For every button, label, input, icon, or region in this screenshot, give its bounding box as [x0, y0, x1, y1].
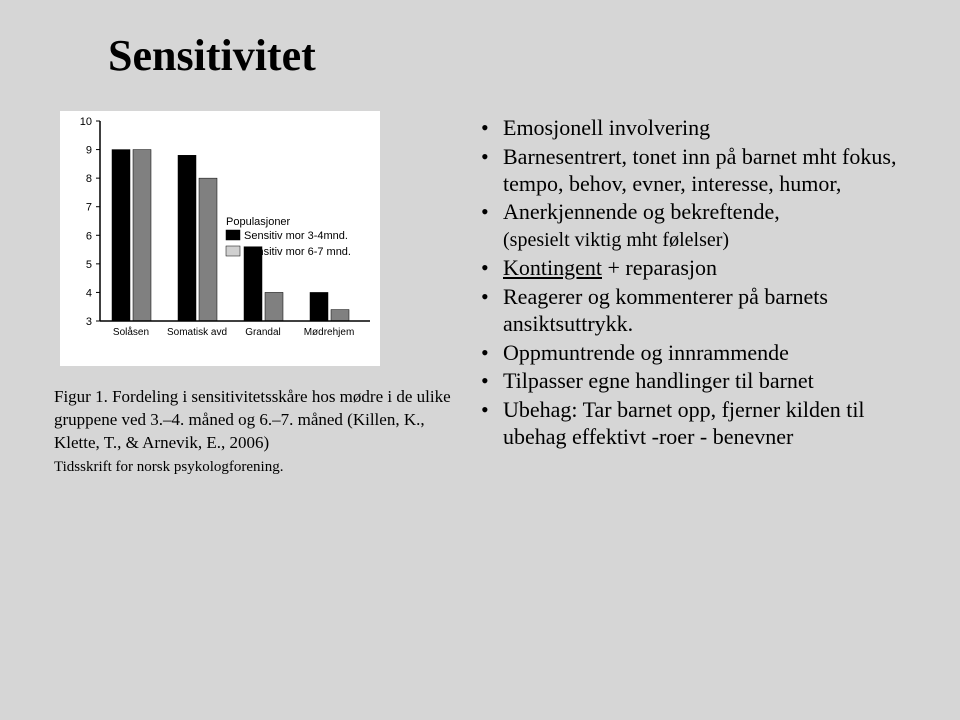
- svg-text:6: 6: [86, 230, 92, 242]
- svg-text:Somatisk avd: Somatisk avd: [167, 327, 227, 338]
- left-column: 3 4 5 6 7 8 9 10 Solåsen Somatisk avd Grandal Mødre…: [50, 111, 465, 478]
- bullet-item: Reagerer og kommenterer på barnets ansik…: [477, 284, 910, 338]
- bullet-item: Ubehag: Tar barnet opp, fjerner kilden t…: [477, 397, 910, 451]
- svg-text:Mødrehjem: Mødrehjem: [304, 327, 355, 338]
- slide: Sensitivitet 3 4 5 6 7 8 9 10 Solåsen Somatisk av…: [0, 0, 960, 720]
- content-row: 3 4 5 6 7 8 9 10 Solåsen Somatisk avd Grandal Mødre…: [50, 111, 910, 478]
- svg-text:Solåsen: Solåsen: [113, 326, 149, 338]
- svg-text:Sensitiv mor 3-4mnd.: Sensitiv mor 3-4mnd.: [244, 230, 348, 242]
- svg-text:8: 8: [86, 173, 92, 185]
- bullet-text: + reparasjon: [602, 255, 717, 280]
- caption-line-2: gruppene ved 3.–4. måned og 6.–7. måned …: [54, 410, 425, 429]
- bullet-item: Emosjonell involvering: [477, 115, 910, 142]
- svg-text:9: 9: [86, 145, 92, 157]
- bullet-item: Kontingent + reparasjon: [477, 255, 910, 282]
- caption-line-1: Figur 1. Fordeling i sensitivitetsskåre …: [54, 387, 451, 406]
- bullet-item: Tilpasser egne handlinger til barnet: [477, 368, 910, 395]
- caption-line-3: Klette, T., & Arnevik, E., 2006): [54, 433, 269, 452]
- bullet-item: Oppmuntrende og innrammende: [477, 340, 910, 367]
- bullet-list: Emosjonell involvering Barnesentrert, to…: [477, 115, 910, 451]
- bullet-item: Anerkjennende og bekreftende, (spesielt …: [477, 199, 910, 253]
- svg-text:10: 10: [80, 117, 92, 128]
- svg-text:5: 5: [86, 259, 92, 271]
- bullet-item: Barnesentrert, tonet inn på barnet mht f…: [477, 144, 910, 198]
- caption-line-4: Tidsskrift for norsk psykologforening.: [54, 459, 283, 475]
- bullet-subtext: (spesielt viktig mht følelser): [503, 229, 729, 251]
- svg-text:3: 3: [86, 316, 92, 328]
- page-title: Sensitivitet: [108, 30, 910, 81]
- bullet-text: Anerkjennende og bekreftende,: [503, 199, 780, 224]
- svg-text:Sensitiv mor 6-7 mnd.: Sensitiv mor 6-7 mnd.: [244, 246, 351, 258]
- svg-text:7: 7: [86, 202, 92, 214]
- sensitivity-bar-chart: 3 4 5 6 7 8 9 10 Solåsen Somatisk avd Grandal Mødre…: [66, 117, 374, 362]
- svg-text:4: 4: [86, 287, 92, 299]
- figure-caption: Figur 1. Fordeling i sensitivitetsskåre …: [54, 386, 454, 478]
- right-column: Emosjonell involvering Barnesentrert, to…: [477, 111, 910, 478]
- svg-text:Populasjoner: Populasjoner: [226, 216, 291, 228]
- svg-text:Grandal: Grandal: [245, 327, 281, 338]
- chart-container: 3 4 5 6 7 8 9 10 Solåsen Somatisk avd Grandal Mødre…: [60, 111, 380, 366]
- bullet-underlined: Kontingent: [503, 255, 602, 280]
